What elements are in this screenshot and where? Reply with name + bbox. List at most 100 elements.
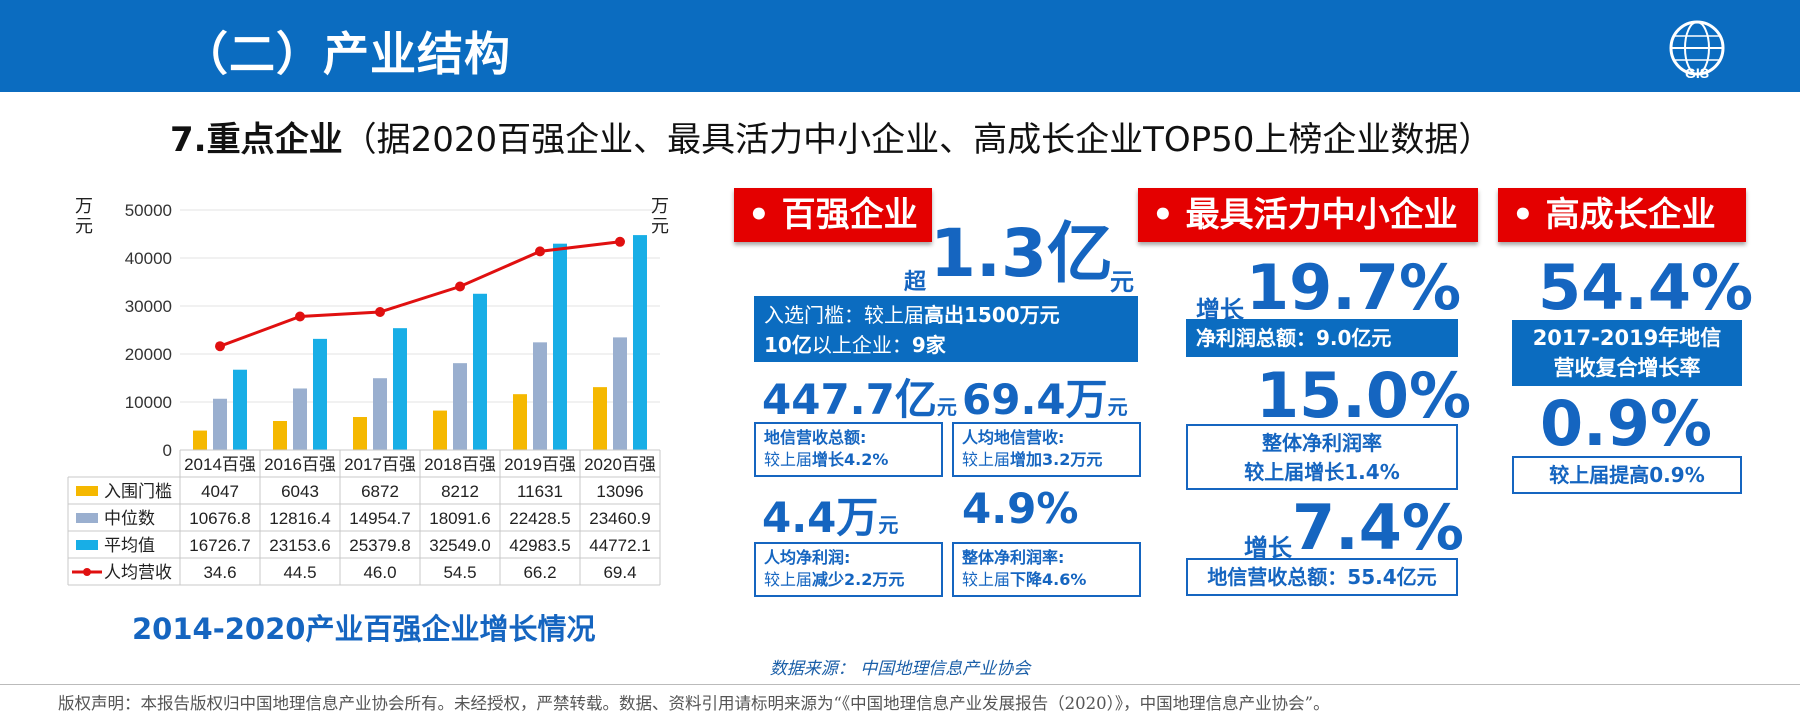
bar-平均值: [633, 235, 647, 450]
header-bar: （二）产业结构 GIS: [0, 0, 1800, 92]
y-right-label: 万: [651, 196, 669, 216]
huoli-box1: 净利润总额：9.0亿元: [1186, 319, 1458, 357]
y-left-tick: 40000: [125, 249, 172, 268]
legend-label: 平均值: [104, 536, 155, 555]
bar-入围门槛: [273, 420, 287, 450]
huoli-box2: 整体净利润率 较上届增长1.4%: [1186, 424, 1458, 490]
legend-label: 人均营收: [104, 563, 172, 582]
huoli-value3: 7.4%: [1292, 491, 1464, 564]
data-label: 6872: [361, 482, 399, 501]
bar-平均值: [233, 369, 247, 450]
gcz-value1: 54.4%: [1538, 251, 1754, 324]
section-subtitle: 7.重点企业（据2020百强企业、最具活力中小企业、高成长企业TOP50上榜企业…: [170, 112, 1492, 161]
tag-gaochengzhang: • 高成长企业: [1498, 188, 1746, 242]
metric-margin-box: 整体净利润率: 较上届下降4.6%: [952, 542, 1141, 597]
bar-入围门槛: [193, 430, 207, 450]
legend-swatch-平均值: [76, 540, 98, 550]
footer-divider: [0, 684, 1800, 685]
chart-caption: 2014-2020产业百强企业增长情况: [132, 612, 596, 646]
data-label: 8212: [441, 482, 479, 501]
bar-中位数: [453, 363, 467, 450]
metric-profit-label: 人均净利润:: [764, 548, 851, 567]
bar-中位数: [213, 398, 227, 450]
line-point: [455, 281, 465, 292]
metric-margin-label: 整体净利润率:: [962, 548, 1065, 567]
gcz-box2: 较上届提高0.9%: [1512, 456, 1742, 494]
metric-revenue-value: 447.7亿元: [762, 375, 957, 424]
legend-swatch-入围门槛: [76, 486, 98, 496]
baiqiang-threshold-box: 入选门槛：较上届高出1500万元 10亿以上企业：9家: [754, 296, 1138, 362]
gcz-box1-line2: 营收复合增长率: [1553, 356, 1701, 380]
billion-count-a: 10亿: [764, 333, 812, 357]
metric-profit-box: 人均净利润: 较上届减少2.2万元: [754, 542, 943, 597]
legend-label: 入围门槛: [104, 482, 172, 501]
huoli-box2-line2: 较上届增长1.4%: [1244, 460, 1400, 484]
y-left-tick: 20000: [125, 345, 172, 364]
y-left-tick: 10000: [125, 393, 172, 412]
metric-revenue-label: 地信营收总额:: [764, 428, 867, 447]
bar-中位数: [293, 388, 307, 450]
association-logo-icon: GIS: [1669, 20, 1725, 81]
data-label: 44.5: [283, 563, 316, 582]
x-tick-label: 2019百强: [504, 455, 576, 474]
billion-count-b: 以上企业：: [811, 333, 912, 357]
bar-平均值: [313, 338, 327, 450]
x-tick-label: 2020百强: [584, 455, 656, 474]
data-label: 69.4: [603, 563, 636, 582]
x-tick-label: 2014百强: [184, 455, 256, 474]
bar-中位数: [533, 342, 547, 450]
x-tick-label: 2016百强: [264, 455, 336, 474]
y-left-tick: 50000: [125, 201, 172, 220]
bar-平均值: [553, 243, 567, 450]
metric-percap-value: 69.4万元: [962, 375, 1128, 424]
y-left-tick: 30000: [125, 297, 172, 316]
legend-label: 中位数: [104, 509, 155, 528]
metric-revenue-box: 地信营收总额: 较上届增长4.2%: [754, 422, 943, 477]
huoli-value1: 19.7%: [1246, 251, 1462, 324]
line-point: [295, 311, 305, 322]
data-label: 18091.6: [429, 509, 490, 528]
y-left-label: 元: [75, 216, 93, 236]
data-label: 22428.5: [509, 509, 570, 528]
gcz-box1: 2017-2019年地信 营收复合增长率: [1512, 320, 1742, 386]
data-label: 11631: [517, 482, 563, 501]
bar-中位数: [613, 337, 627, 450]
data-label: 13096: [596, 482, 643, 501]
gcz-value2: 0.9%: [1540, 387, 1712, 460]
data-label: 44772.1: [589, 536, 650, 555]
y-left-tick: 0: [163, 441, 172, 460]
data-label: 16726.7: [189, 536, 250, 555]
legend-swatch-中位数: [76, 513, 98, 523]
data-label: 54.5: [443, 563, 476, 582]
bar-平均值: [393, 328, 407, 450]
data-label: 12816.4: [269, 509, 330, 528]
metric-percap-box: 人均地信营收: 较上届增加3.2万元: [952, 422, 1141, 477]
data-label: 14954.7: [349, 509, 410, 528]
tag-baiqiang: • 百强企业: [734, 188, 932, 242]
data-label: 10676.8: [189, 509, 250, 528]
huoli-box3: 地信营收总额：55.4亿元: [1186, 558, 1458, 596]
copyright-notice: 版权声明：本报告版权归中国地理信息产业协会所有。未经授权，严禁转载。数据、资料引…: [58, 694, 1330, 713]
data-label: 23153.6: [269, 536, 330, 555]
data-label: 4047: [201, 482, 239, 501]
metric-profit-value: 4.4万元: [762, 493, 899, 542]
data-label: 46.0: [363, 563, 396, 582]
gcz-box1-line1: 2017-2019年地信: [1532, 326, 1722, 350]
line-point: [215, 341, 225, 352]
data-label: 25379.8: [349, 536, 410, 555]
threshold-label: 入选门槛：较上届: [764, 303, 924, 327]
huoli-value2: 15.0%: [1256, 359, 1472, 432]
threshold-value: 高出1500万元: [924, 303, 1060, 327]
y-right-label: 元: [651, 216, 669, 236]
bar-入围门槛: [593, 387, 607, 450]
legend-swatch-point: [83, 568, 91, 576]
line-point: [535, 246, 545, 257]
baiqiang-value: 1.3亿: [930, 215, 1113, 292]
tag-huoli: • 最具活力中小企业: [1138, 188, 1478, 242]
page-title: （二）产业结构: [182, 27, 511, 81]
bar-入围门槛: [433, 410, 447, 450]
subtitle-bold: 7.重点企业: [170, 120, 343, 160]
baiqiang-pre: 超: [904, 270, 927, 295]
logo-text: GIS: [1685, 65, 1709, 81]
subtitle-rest: （据2020百强企业、最具活力中小企业、高成长企业TOP50上榜企业数据）: [342, 120, 1493, 160]
